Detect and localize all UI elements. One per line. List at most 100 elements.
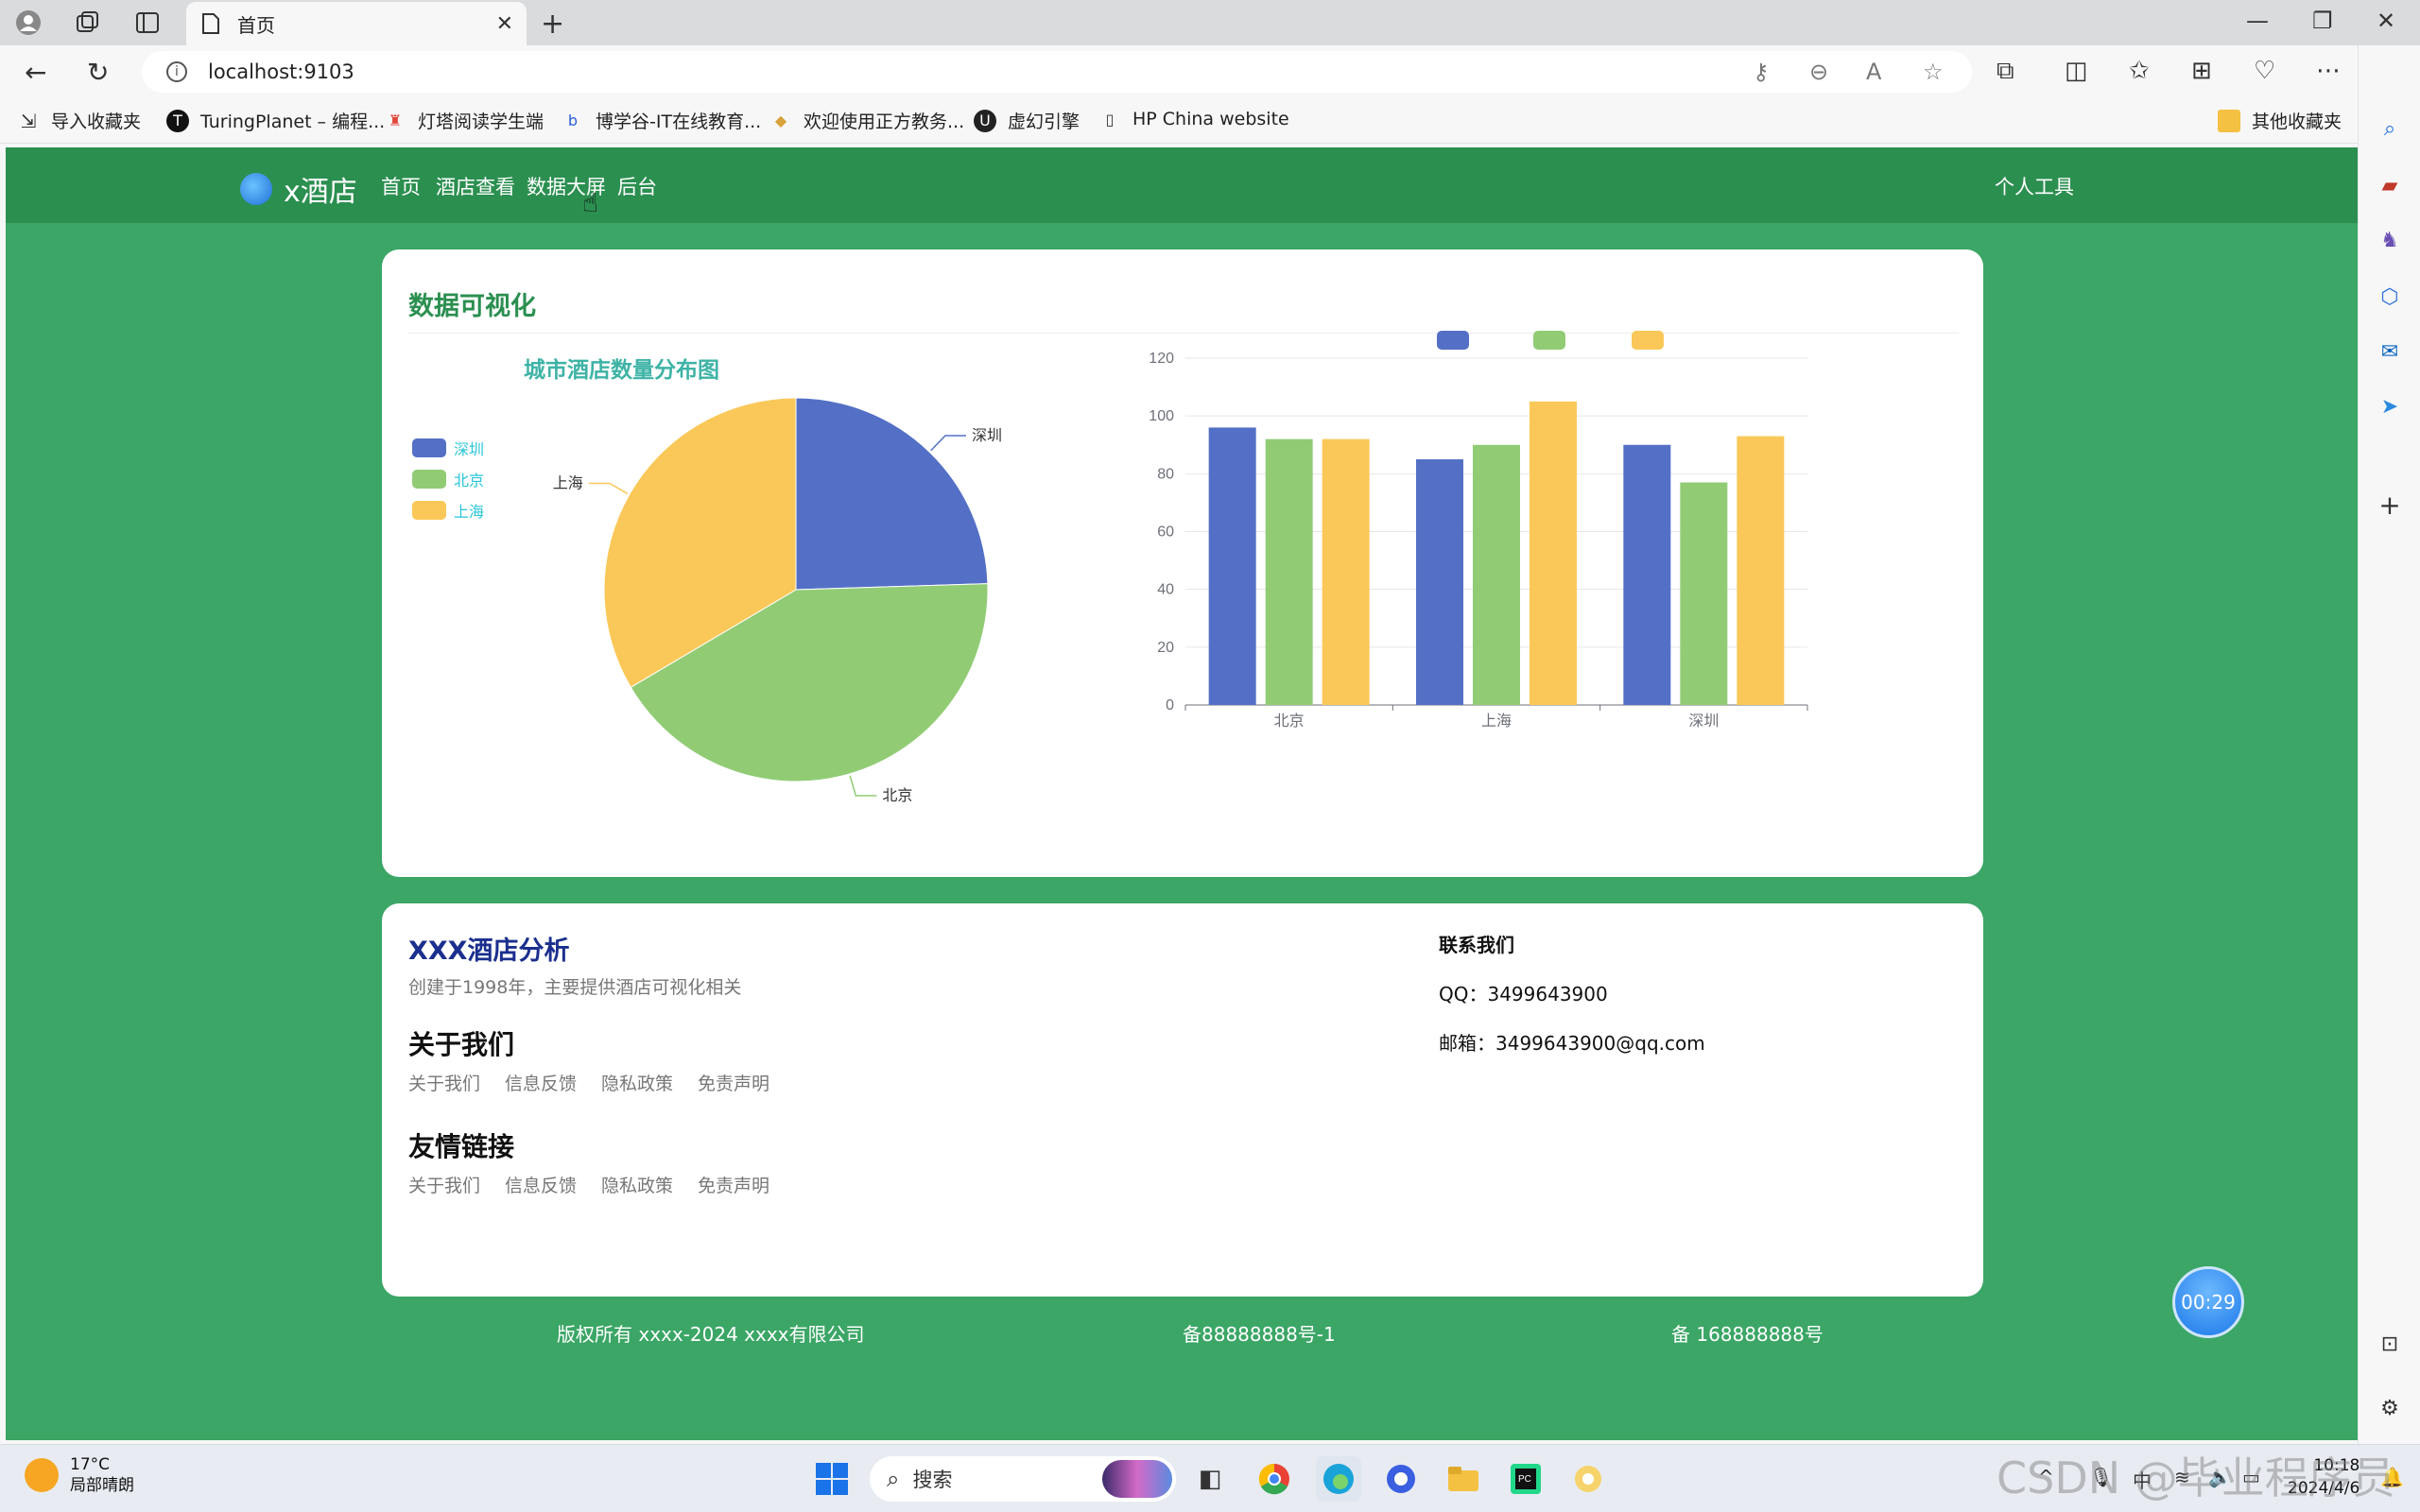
- ime-icon[interactable]: 中: [2133, 1469, 2152, 1492]
- pie-legend-item[interactable]: 上海: [412, 499, 484, 522]
- refresh-icon[interactable]: ↻: [87, 57, 110, 88]
- footer-copyright: 版权所有 xxxx-2024 xxxx有限公司: [557, 1323, 865, 1346]
- new-tab-button[interactable]: +: [541, 8, 565, 41]
- friend-link[interactable]: 隐私政策: [601, 1176, 674, 1196]
- more-menu-icon[interactable]: ⋯: [2316, 57, 2341, 85]
- close-tab-icon[interactable]: ✕: [495, 11, 513, 36]
- url-input[interactable]: i localhost:9103 ⚷ ⊖ A ☆: [142, 51, 1972, 93]
- taskbar-search[interactable]: ⌕ 搜索: [870, 1456, 1176, 1502]
- nav-dashboard[interactable]: 数据大屏: [527, 176, 606, 198]
- brand-title: XXX酒店分析: [408, 936, 570, 966]
- bookmark-other-folder[interactable]: 其他收藏夹: [2218, 108, 2342, 133]
- settings-gear-icon[interactable]: ⚙: [2380, 1396, 2399, 1420]
- task-view-icon[interactable]: ◧: [1198, 1465, 1222, 1493]
- pie-legend-item[interactable]: 北京: [412, 468, 484, 490]
- wifi-icon[interactable]: ≋: [2174, 1466, 2190, 1488]
- weather-widget[interactable]: 17°C 局部晴朗: [25, 1454, 134, 1496]
- office-icon[interactable]: ⬡: [2380, 284, 2399, 309]
- pycharm-icon[interactable]: PC: [1503, 1456, 1548, 1502]
- legend-swatch: [412, 470, 446, 489]
- pie-legend-item[interactable]: 深圳: [412, 437, 484, 459]
- favorite-star-icon[interactable]: ☆: [1923, 59, 1944, 85]
- friend-link[interactable]: 免责声明: [698, 1176, 770, 1196]
- link-about-us[interactable]: 关于我们: [408, 1074, 481, 1094]
- browser-window: 首页 ✕ + — ❐ ✕ ← ↻ i localhost:9103 ⚷ ⊖ A …: [0, 0, 2420, 1444]
- file-explorer-icon[interactable]: [1441, 1456, 1486, 1502]
- site-info-icon[interactable]: i: [166, 61, 187, 82]
- split-screen-icon[interactable]: ◫: [2065, 57, 2088, 85]
- outlook-icon[interactable]: ✉: [2380, 339, 2399, 364]
- app-yellow-icon[interactable]: [1565, 1456, 1611, 1502]
- tab-home[interactable]: 首页 ✕: [186, 2, 527, 45]
- collections-icon[interactable]: ⊞: [2191, 57, 2212, 85]
- zoom-out-icon[interactable]: ⊖: [1809, 59, 1829, 85]
- browser-essentials-icon[interactable]: ♡: [2254, 57, 2276, 85]
- x-tick-label: 北京: [1274, 713, 1305, 730]
- favorites-icon[interactable]: ✩: [2129, 57, 2150, 85]
- bar: [1680, 482, 1728, 705]
- vertical-tabs-icon[interactable]: [132, 8, 163, 38]
- nav-home[interactable]: 首页: [381, 176, 421, 198]
- link-disclaimer[interactable]: 免责声明: [698, 1074, 770, 1094]
- pie-slice: [630, 583, 989, 782]
- drop-icon[interactable]: ➤: [2380, 394, 2399, 419]
- bar: [1737, 436, 1785, 705]
- nav-hotels[interactable]: 酒店查看: [436, 176, 515, 198]
- app-blue-icon[interactable]: [1378, 1456, 1424, 1502]
- taskbar-clock[interactable]: 10:18 2024/4/6: [2288, 1454, 2360, 1500]
- bookmark-dengta[interactable]: ♜ 灯塔阅读学生端: [384, 108, 544, 133]
- web-page: x酒店 首页 酒店查看 数据大屏 后台 个人工具 ☝ 数据可视化 城市酒店数量分…: [6, 147, 2358, 1440]
- bookmark-hp[interactable]: ▯ HP China website: [1098, 108, 1289, 130]
- restore-icon[interactable]: ❐: [2312, 8, 2333, 34]
- friend-link[interactable]: 信息反馈: [505, 1176, 578, 1196]
- battery-icon[interactable]: ▭: [2242, 1466, 2260, 1488]
- bookmark-unreal[interactable]: U 虚幻引擎: [974, 108, 1080, 133]
- profile-icon[interactable]: [13, 8, 43, 38]
- workspaces-icon[interactable]: [72, 8, 102, 38]
- temperature: 17°C: [70, 1455, 111, 1474]
- read-aloud-icon[interactable]: A: [1866, 59, 1882, 85]
- legend-swatch: [1437, 331, 1469, 350]
- unreal-icon: U: [974, 109, 996, 132]
- start-icon[interactable]: [809, 1456, 855, 1502]
- close-window-icon[interactable]: ✕: [2377, 8, 2396, 34]
- hide-sidebar-icon[interactable]: ⊡: [2380, 1332, 2399, 1356]
- bookmark-turingplanet[interactable]: T TuringPlanet – 编程...: [166, 108, 385, 133]
- key-icon[interactable]: ⚷: [1753, 59, 1770, 85]
- bookmark-import[interactable]: ⇲ 导入收藏夹: [17, 108, 141, 133]
- timer-bubble[interactable]: 00:29: [2172, 1266, 2244, 1338]
- tray-expand-icon[interactable]: ^: [2038, 1466, 2054, 1488]
- games-icon[interactable]: ♞: [2380, 228, 2399, 252]
- back-icon[interactable]: ←: [25, 57, 47, 88]
- friend-links-heading: 友情链接: [408, 1131, 515, 1162]
- chrome-icon[interactable]: [1252, 1456, 1297, 1502]
- pie-slice-label: 北京: [882, 787, 912, 804]
- edge-icon[interactable]: [1316, 1456, 1361, 1502]
- bookmark-boxuegu[interactable]: b 博学谷-IT在线教育...: [562, 108, 761, 133]
- link-feedback[interactable]: 信息反馈: [505, 1074, 578, 1094]
- nav-admin[interactable]: 后台: [617, 176, 657, 198]
- url-text: localhost:9103: [208, 60, 354, 83]
- boxuegu-icon: b: [567, 112, 579, 129]
- add-icon[interactable]: +: [2378, 489, 2401, 521]
- link-privacy[interactable]: 隐私政策: [601, 1074, 674, 1094]
- search-placeholder: 搜索: [912, 1469, 953, 1491]
- bookmark-label: 虚幻引擎: [1008, 112, 1080, 132]
- bookmark-zhengfang[interactable]: ◆ 欢迎使用正方教务...: [769, 108, 964, 133]
- tools-icon[interactable]: ▰: [2381, 173, 2398, 198]
- notification-icon[interactable]: 🔔: [2380, 1466, 2404, 1488]
- friend-link[interactable]: 关于我们: [408, 1176, 481, 1196]
- legend-swatch: [412, 438, 446, 457]
- dengta-icon: ♜: [388, 112, 403, 129]
- nav-personal-tools[interactable]: 个人工具: [1995, 176, 2074, 198]
- search-icon[interactable]: ⌕: [2383, 116, 2396, 141]
- pie-slice-label: 深圳: [972, 427, 1002, 444]
- mic-icon[interactable]: 🎙: [2089, 1466, 2114, 1488]
- divider: [408, 333, 1959, 334]
- extensions-icon[interactable]: ⧉: [1996, 57, 2014, 85]
- volume-icon[interactable]: 🔈: [2208, 1466, 2232, 1488]
- minimize-icon[interactable]: —: [2246, 8, 2269, 34]
- y-tick-label: 60: [1157, 524, 1174, 541]
- turingplanet-icon: T: [166, 109, 189, 132]
- site-logo[interactable]: x酒店: [240, 168, 357, 210]
